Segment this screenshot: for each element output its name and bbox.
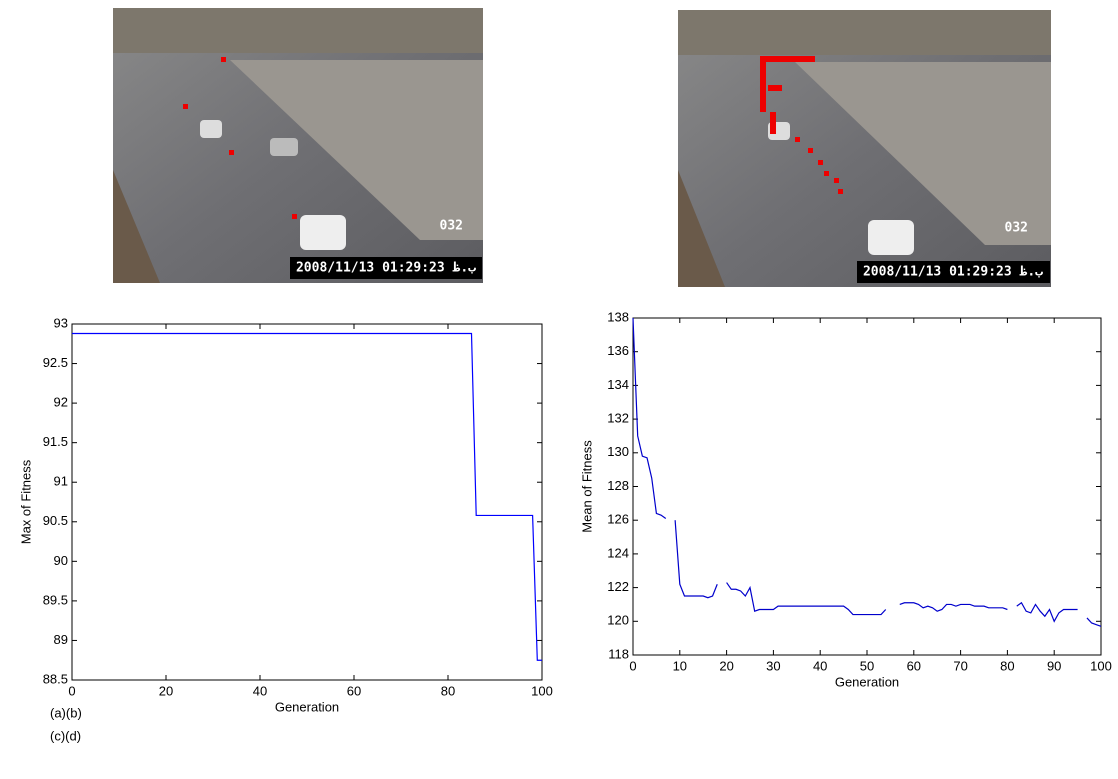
x-tick-label: 10	[673, 658, 687, 673]
y-tick-label: 92	[54, 395, 68, 410]
x-tick-label: 20	[719, 658, 733, 673]
x-tick-label: 100	[531, 683, 553, 698]
y-tick-label: 124	[607, 545, 629, 560]
line	[72, 333, 542, 660]
photo-b: 032 2008/11/13 01:29:23 ب.ظ	[678, 10, 1051, 287]
x-tick-label: 20	[159, 683, 173, 698]
y-tick-label: 130	[607, 444, 629, 459]
x-tick-label: 90	[1047, 658, 1061, 673]
x-tick-label: 40	[813, 658, 827, 673]
y-tick-label: 91	[54, 474, 68, 489]
y-tick-label: 132	[607, 411, 629, 426]
x-tick-label: 100	[1090, 658, 1112, 673]
x-tick-label: 70	[953, 658, 967, 673]
x-tick-label: 80	[441, 683, 455, 698]
x-axis-label: Generation	[835, 674, 899, 689]
x-tick-label: 0	[68, 683, 75, 698]
x-tick-label: 40	[253, 683, 267, 698]
page: 032 2008/11/13 01:29:23 ب.ظ 032 2008/11/…	[0, 0, 1118, 779]
y-tick-label: 90.5	[43, 513, 68, 528]
caption: (c)(d)	[50, 728, 81, 743]
x-tick-label: 60	[907, 658, 921, 673]
frame-counter: 032	[440, 219, 463, 234]
y-axis-label: Max of Fitness	[18, 459, 33, 544]
y-tick-label: 89.5	[43, 592, 68, 607]
y-axis-label: Mean of Fitness	[579, 440, 594, 533]
x-tick-label: 80	[1000, 658, 1014, 673]
y-tick-label: 118	[608, 646, 629, 661]
timestamp: 2008/11/13 01:29:23 ب.ظ	[296, 261, 476, 276]
y-tick-label: 134	[607, 377, 629, 392]
y-tick-label: 120	[607, 613, 629, 628]
x-tick-label: 30	[766, 658, 780, 673]
y-tick-label: 136	[607, 343, 629, 358]
y-tick-label: 126	[607, 512, 629, 527]
y-tick-label: 128	[607, 478, 629, 493]
y-tick-label: 92.5	[43, 355, 68, 370]
photo-a: 032 2008/11/13 01:29:23 ب.ظ	[113, 8, 483, 283]
y-tick-label: 88.5	[43, 671, 68, 686]
y-tick-label: 93	[54, 315, 68, 330]
figure: 032 2008/11/13 01:29:23 ب.ظ 032 2008/11/…	[0, 0, 1118, 774]
x-tick-label: 60	[347, 683, 361, 698]
frame-counter: 032	[1005, 221, 1028, 236]
x-tick-label: 0	[629, 658, 636, 673]
timestamp: 2008/11/13 01:29:23 ب.ظ	[863, 265, 1043, 280]
y-tick-label: 89	[54, 632, 68, 647]
line	[633, 318, 1101, 626]
caption: (a)(b)	[50, 705, 82, 720]
plot-frame	[72, 324, 542, 680]
plot-frame	[633, 318, 1101, 655]
y-tick-label: 138	[607, 309, 629, 324]
y-tick-label: 90	[54, 553, 68, 568]
x-axis-label: Generation	[275, 699, 339, 714]
x-tick-label: 50	[860, 658, 874, 673]
y-tick-label: 122	[607, 579, 629, 594]
y-tick-label: 91.5	[43, 434, 68, 449]
